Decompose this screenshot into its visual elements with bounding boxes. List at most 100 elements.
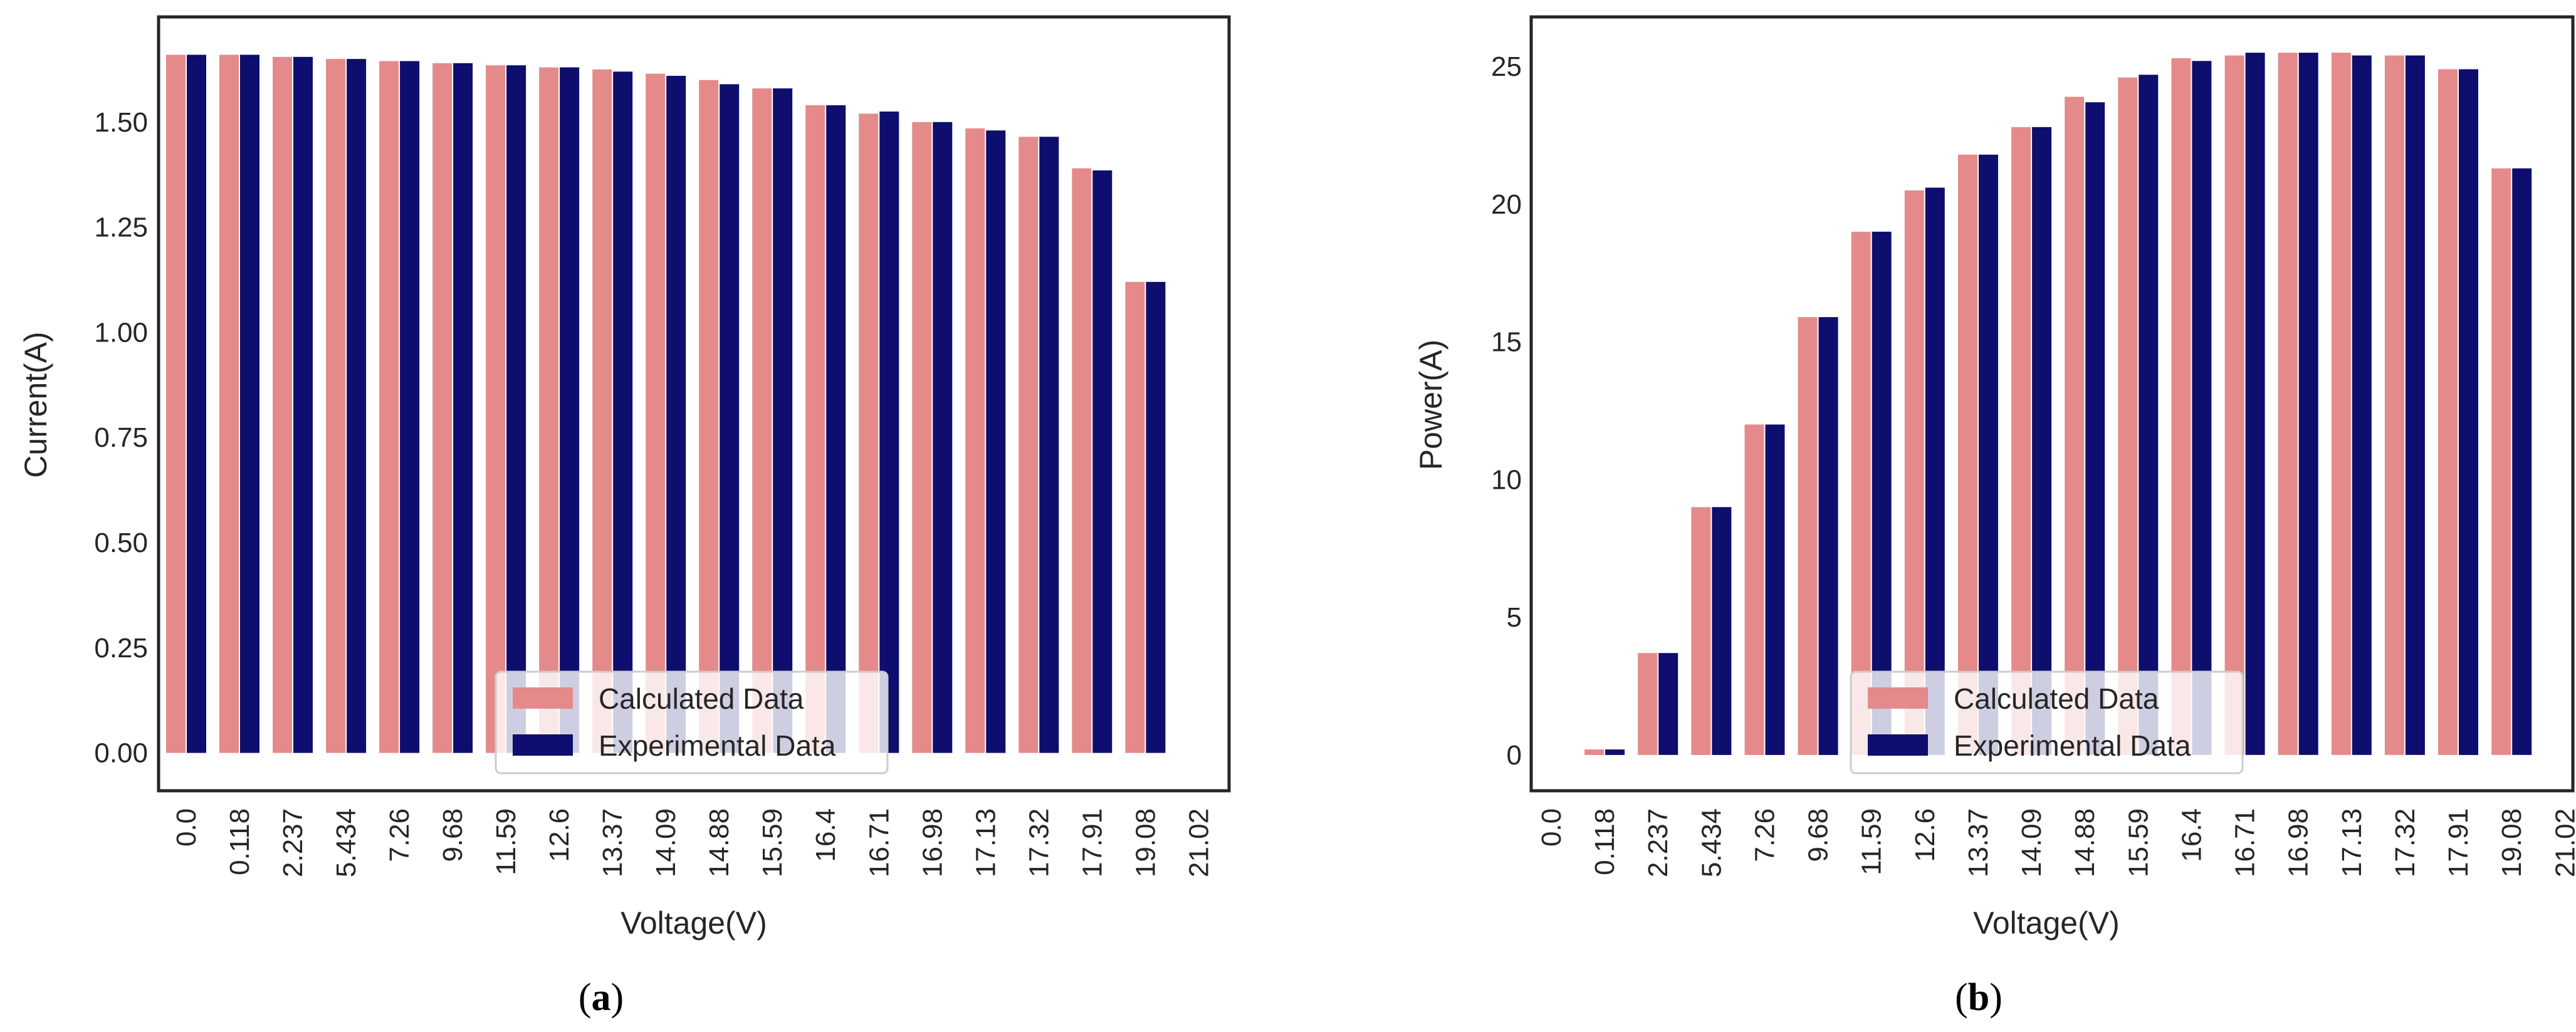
panel-b-y-tick-label: 15 xyxy=(1491,327,1522,358)
panel-b-x-tick-label: 14.88 xyxy=(2070,808,2100,877)
panel-a-y-tick-label: 0.50 xyxy=(94,528,148,558)
panel-b-bar-calculated-1 xyxy=(1584,749,1605,755)
panel-a-x-tick-label: 14.88 xyxy=(704,808,735,877)
panel-b-y-axis-label: Power(A) xyxy=(1413,340,1448,470)
panel-b-bar-calculated-17 xyxy=(2438,69,2458,755)
panel-b-legend: Calculated Data Experimental Data xyxy=(1850,670,2244,774)
panel-b-legend-experimental: Experimental Data xyxy=(1954,729,2191,762)
panel-a-x-tick-label: 17.13 xyxy=(970,808,1001,877)
panel-a-y-ticks: 0.00 0.25 0.50 0.75 1.00 1.25 1.50 xyxy=(94,107,148,769)
panel-a-x-tick-label: 13.37 xyxy=(597,808,628,877)
panel-b-bar-experimental-11 xyxy=(2139,75,2159,755)
panel-b-x-tick-label: 0.0 xyxy=(1536,808,1567,847)
panel-a-x-tick-label: 7.26 xyxy=(384,808,415,862)
panel-a-bar-experimental-13 xyxy=(879,112,899,753)
panel-a-bar-calculated-16 xyxy=(1018,137,1039,753)
panel-a-y-tick-label: 0.75 xyxy=(94,422,148,453)
panel-a-x-tick-label: 21.02 xyxy=(1183,808,1214,877)
panel-a-legend-swatch-experimental xyxy=(513,734,573,756)
panel-b-x-tick-label: 13.37 xyxy=(1963,808,1994,877)
panel-a-bar-calculated-15 xyxy=(965,128,985,753)
panel-a-bar-experimental-5 xyxy=(453,63,473,753)
panel-a-x-tick-label: 16.4 xyxy=(810,808,841,862)
panel-b-x-ticks: 0.0 0.118 2.237 5.434 7.26 9.68 11.59 12.6 13.37… xyxy=(1536,808,2576,877)
panel-b-bar-calculated-15 xyxy=(2331,53,2351,755)
panel-a-bar-calculated-0 xyxy=(166,55,186,753)
panel-b-y-tick-label: 25 xyxy=(1491,51,1522,82)
panel-b-x-tick-label: 11.59 xyxy=(1856,808,1887,875)
panel-b-y-tick-label: 10 xyxy=(1491,464,1522,495)
panel-b-bar-experimental-16 xyxy=(2405,55,2425,755)
panel-a-bar-experimental-2 xyxy=(293,56,313,753)
panel-a-bar-experimental-7 xyxy=(560,67,580,753)
panel-a-bars xyxy=(166,55,1166,753)
panel-b-bar-calculated-5 xyxy=(1798,317,1818,755)
panel-a-x-tick-label: 17.91 xyxy=(1077,808,1107,877)
panel-a-y-tick-label: 0.00 xyxy=(94,738,148,769)
panel-a-x-ticks: 0.0 0.118 2.237 5.434 7.26 9.68 11.59 12.6 13.37… xyxy=(171,808,1214,877)
panel-b-y-ticks: 0 5 10 15 20 25 xyxy=(1491,51,1522,771)
panel-a-caption: (a) xyxy=(579,976,624,1019)
panel-a-x-tick-label: 16.71 xyxy=(864,808,894,877)
panel-a-bar-experimental-15 xyxy=(986,130,1006,753)
panel-b-bar-calculated-7 xyxy=(1904,190,1924,755)
panel-b-y-tick-label: 20 xyxy=(1491,189,1522,220)
panel-b-legend-calculated: Calculated Data xyxy=(1954,682,2159,715)
panel-a-bar-calculated-9 xyxy=(646,73,666,753)
panel-a-bar-experimental-10 xyxy=(720,84,740,753)
panel-b-y-tick-label: 5 xyxy=(1507,602,1522,633)
panel-b-bar-calculated-9 xyxy=(2011,127,2031,755)
panel-a-x-tick-label: 11.59 xyxy=(491,808,521,875)
panel-a-bar-experimental-1 xyxy=(240,55,259,753)
panel-a-y-tick-label: 1.25 xyxy=(94,212,148,243)
panel-b-bar-calculated-18 xyxy=(2491,168,2511,755)
panel-b-bar-experimental-15 xyxy=(2352,55,2372,755)
panel-a-axes-frame xyxy=(157,15,1231,793)
panel-b-bar-experimental-5 xyxy=(1818,317,1838,755)
panel-b-bar-experimental-17 xyxy=(2459,69,2478,755)
panel-a-y-tick-label: 1.00 xyxy=(94,317,148,348)
panel-b-bar-experimental-7 xyxy=(1925,187,1945,755)
panel-b-bar-experimental-1 xyxy=(1605,749,1625,755)
panel-b-x-tick-label: 7.26 xyxy=(1750,808,1781,862)
panel-a-bar-experimental-11 xyxy=(773,88,793,753)
panel-b-bar-experimental-9 xyxy=(2032,127,2052,755)
panel-a-bar-experimental-16 xyxy=(1039,137,1059,753)
panel-a-bar-experimental-4 xyxy=(400,61,420,753)
panel-b-power-chart: 0 5 10 15 20 25 0.0 0.118 2.237 5.434 7.26 9.68 11.… xyxy=(1413,15,2576,1019)
panel-a-bar-experimental-18 xyxy=(1146,281,1166,753)
panel-b-y-tick-label: 0 xyxy=(1507,740,1522,771)
panel-b-x-tick-label: 16.98 xyxy=(2283,808,2314,877)
panel-a-bar-calculated-7 xyxy=(539,67,559,753)
panel-a-bar-calculated-6 xyxy=(486,65,506,753)
panel-b-x-tick-label: 17.32 xyxy=(2390,808,2421,877)
panel-b-bar-calculated-6 xyxy=(1851,231,1871,755)
panel-b-bar-calculated-2 xyxy=(1638,653,1658,755)
panel-b-x-tick-label: 21.02 xyxy=(2550,808,2576,877)
panel-a-x-tick-label: 17.32 xyxy=(1024,808,1054,877)
panel-b-x-tick-label: 16.4 xyxy=(2176,808,2207,862)
panel-a-x-tick-label: 16.98 xyxy=(917,808,948,877)
panel-a-legend: Calculated Data Experimental Data xyxy=(495,670,889,774)
panel-b-axes-frame xyxy=(1529,15,2575,793)
panel-a-legend-box xyxy=(495,670,889,774)
panel-a-bar-experimental-9 xyxy=(666,76,686,753)
panel-a-x-tick-label: 9.68 xyxy=(437,808,468,862)
panel-b-bar-calculated-12 xyxy=(2171,58,2191,755)
panel-a-x-tick-label: 5.434 xyxy=(331,808,362,877)
panel-b-x-axis-label: Voltage(V) xyxy=(1973,905,2119,941)
panel-b-caption: (b) xyxy=(1955,976,2003,1019)
panel-b-legend-swatch-experimental xyxy=(1868,734,1928,756)
panel-a-bar-calculated-17 xyxy=(1072,168,1092,753)
panel-a-legend-swatch-calculated xyxy=(513,687,573,709)
panel-b-bars xyxy=(1584,53,2532,755)
panel-b-bar-calculated-14 xyxy=(2278,53,2298,755)
panel-a-y-axis-label: Current(A) xyxy=(18,331,53,477)
panel-a-x-tick-label: 12.6 xyxy=(544,808,575,862)
panel-a-bar-experimental-8 xyxy=(613,71,633,753)
panel-b-bar-calculated-4 xyxy=(1744,424,1764,755)
panel-b-x-tick-label: 5.434 xyxy=(1696,808,1727,877)
panel-b-bar-calculated-8 xyxy=(1958,154,1977,755)
panel-b-bar-experimental-3 xyxy=(1712,507,1732,755)
panel-b-bar-experimental-2 xyxy=(1658,653,1678,755)
